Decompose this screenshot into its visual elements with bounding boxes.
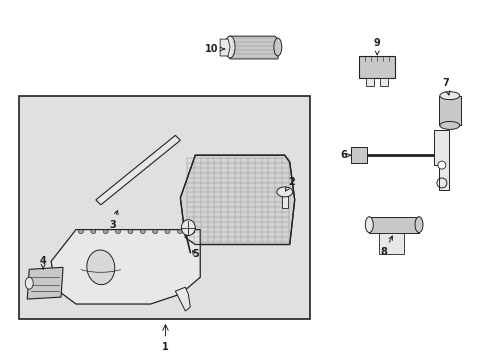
Polygon shape xyxy=(180,155,294,244)
Ellipse shape xyxy=(414,217,422,233)
Text: 2: 2 xyxy=(285,177,294,191)
Bar xyxy=(359,56,394,78)
Ellipse shape xyxy=(189,230,194,234)
Text: 6: 6 xyxy=(339,150,349,160)
Ellipse shape xyxy=(437,161,445,169)
Ellipse shape xyxy=(177,230,182,234)
Bar xyxy=(379,233,403,255)
Ellipse shape xyxy=(181,220,195,235)
Ellipse shape xyxy=(115,230,121,234)
Ellipse shape xyxy=(273,38,281,56)
Ellipse shape xyxy=(224,36,235,58)
Text: 9: 9 xyxy=(373,38,380,55)
Text: 8: 8 xyxy=(380,236,391,257)
Ellipse shape xyxy=(25,277,33,289)
Polygon shape xyxy=(368,217,418,233)
Polygon shape xyxy=(222,36,279,59)
Text: 4: 4 xyxy=(40,256,46,269)
Ellipse shape xyxy=(365,217,372,233)
Bar xyxy=(19,96,309,319)
Ellipse shape xyxy=(276,187,292,197)
Polygon shape xyxy=(51,230,200,304)
Polygon shape xyxy=(27,267,63,299)
Bar xyxy=(351,147,366,163)
Polygon shape xyxy=(433,130,448,190)
Polygon shape xyxy=(175,287,190,311)
Ellipse shape xyxy=(87,250,115,285)
Ellipse shape xyxy=(165,230,170,234)
Bar xyxy=(281,194,287,208)
Text: 1: 1 xyxy=(162,342,168,352)
Ellipse shape xyxy=(439,121,459,129)
Ellipse shape xyxy=(91,230,96,234)
Ellipse shape xyxy=(439,92,459,100)
Ellipse shape xyxy=(78,230,83,234)
Polygon shape xyxy=(220,39,230,56)
Bar xyxy=(366,78,373,86)
Text: 5: 5 xyxy=(191,249,198,260)
Ellipse shape xyxy=(140,230,145,234)
Text: 10: 10 xyxy=(205,44,224,54)
Ellipse shape xyxy=(152,230,157,234)
Text: 3: 3 xyxy=(109,211,118,230)
Polygon shape xyxy=(96,135,180,205)
Ellipse shape xyxy=(128,230,133,234)
Bar xyxy=(380,78,387,86)
Polygon shape xyxy=(438,96,460,125)
Text: 7: 7 xyxy=(442,78,449,95)
Ellipse shape xyxy=(103,230,108,234)
